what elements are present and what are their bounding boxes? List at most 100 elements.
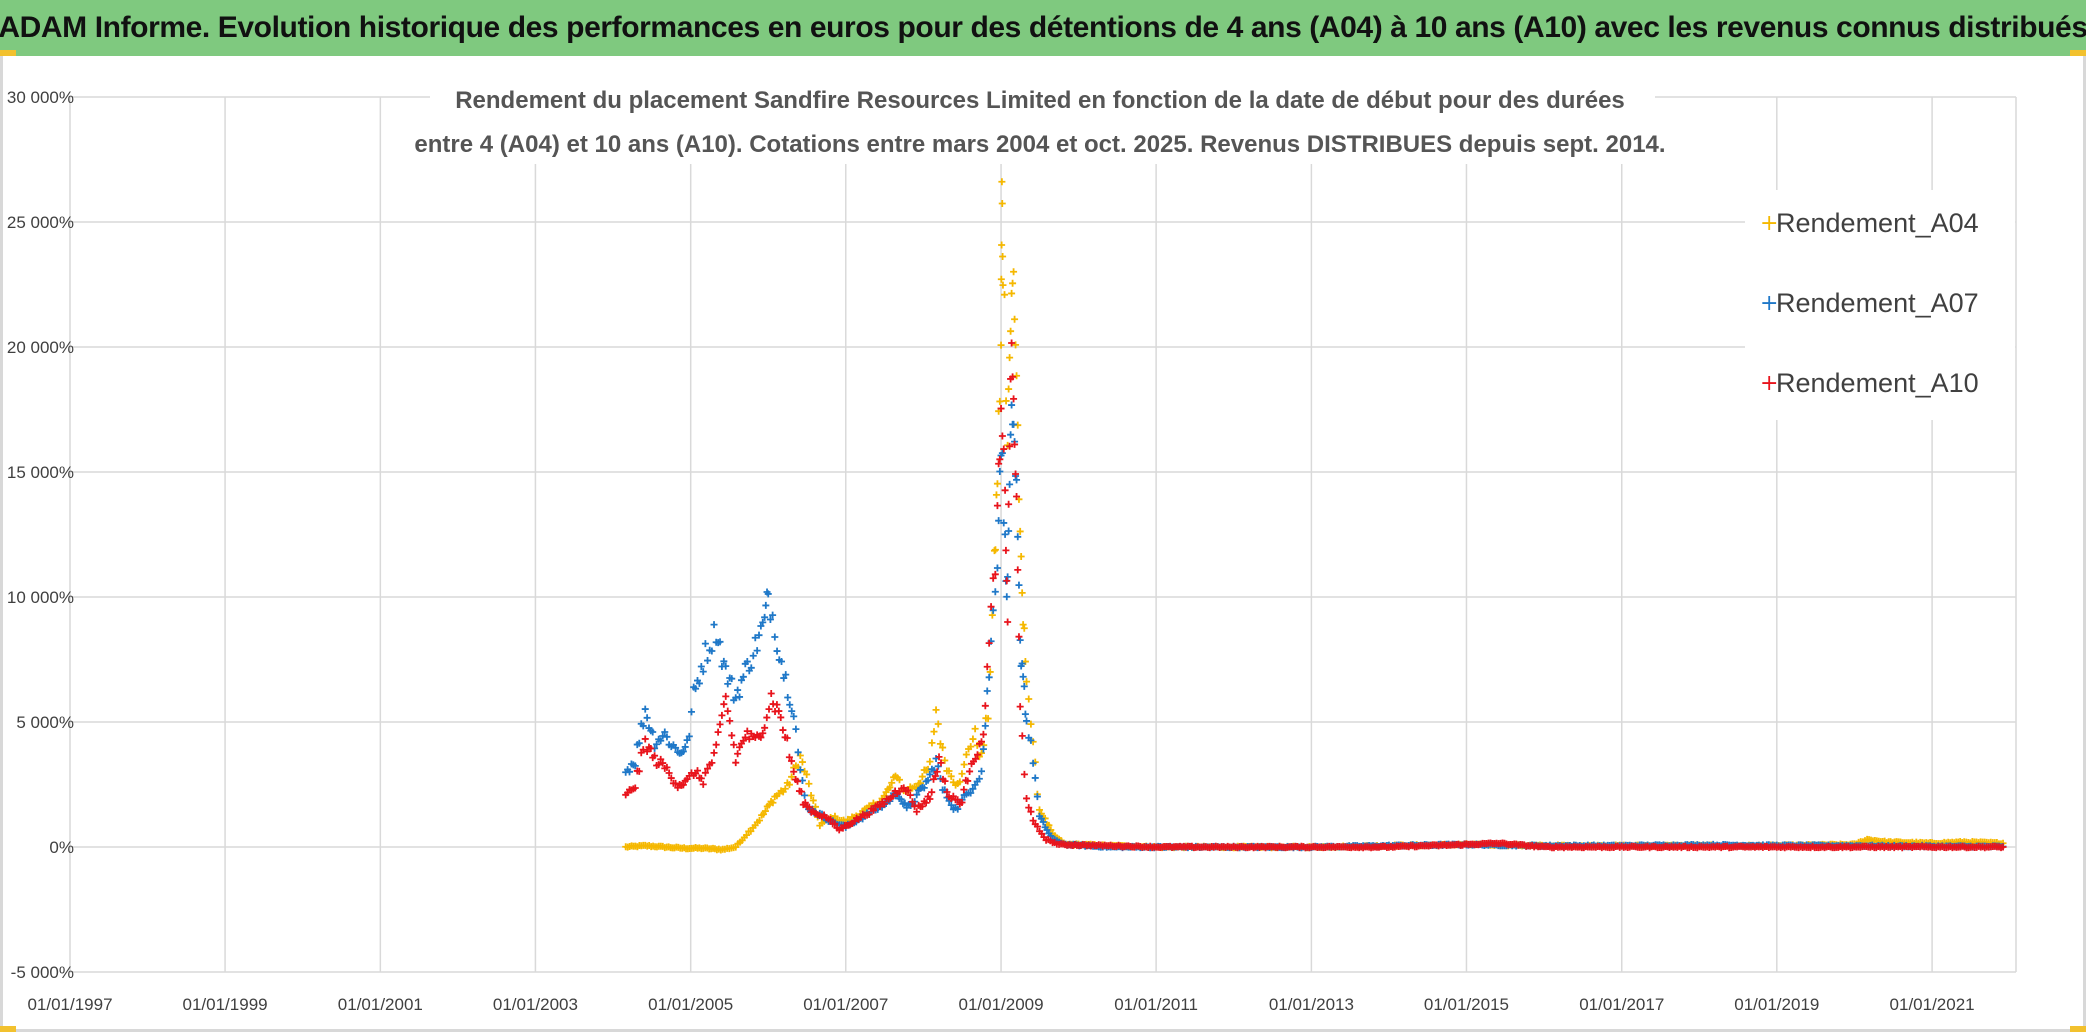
data-point bbox=[728, 675, 736, 683]
x-tick-label: 01/01/2011 bbox=[1114, 995, 1198, 1014]
data-point bbox=[1035, 806, 1043, 814]
data-point bbox=[695, 679, 703, 687]
data-point bbox=[1000, 519, 1008, 527]
data-point bbox=[779, 726, 787, 734]
x-tick-label: 01/01/1999 bbox=[183, 995, 268, 1014]
x-tick-label: 01/01/2017 bbox=[1579, 995, 1664, 1014]
data-point bbox=[665, 769, 673, 777]
data-point bbox=[996, 397, 1004, 405]
data-point bbox=[767, 689, 775, 697]
data-point bbox=[661, 728, 669, 736]
y-tick-label: 30 000% bbox=[7, 88, 74, 107]
data-point bbox=[805, 780, 813, 788]
legend-item-a10: + Rendement_A10 bbox=[1760, 368, 1979, 398]
data-point bbox=[999, 281, 1007, 289]
legend-marker-a04: + bbox=[1760, 211, 1778, 236]
y-tick-label: 5 000% bbox=[16, 713, 74, 732]
data-point bbox=[765, 705, 773, 713]
corner-accent bbox=[0, 50, 16, 56]
data-point bbox=[722, 692, 730, 700]
data-point bbox=[901, 799, 909, 807]
data-point bbox=[626, 768, 634, 776]
data-point bbox=[718, 711, 726, 719]
y-tick-label: -5 000% bbox=[11, 963, 74, 982]
data-point bbox=[926, 795, 934, 803]
data-point bbox=[730, 741, 738, 749]
data-point bbox=[701, 769, 709, 777]
data-point bbox=[1019, 673, 1027, 681]
data-point bbox=[1004, 618, 1012, 626]
corner-accent bbox=[2070, 50, 2086, 56]
chart-title-background bbox=[430, 82, 1655, 164]
data-point bbox=[790, 768, 798, 776]
data-point bbox=[1010, 395, 1018, 403]
legend-label-a10: Rendement_A10 bbox=[1776, 368, 1979, 398]
data-point bbox=[1006, 354, 1014, 362]
data-point bbox=[896, 776, 904, 784]
data-point bbox=[777, 713, 785, 721]
data-point bbox=[995, 517, 1003, 525]
data-point bbox=[687, 708, 695, 716]
data-point bbox=[926, 770, 934, 778]
data-point bbox=[928, 788, 936, 796]
data-point bbox=[966, 767, 974, 775]
data-point bbox=[991, 588, 999, 596]
data-point bbox=[1019, 621, 1027, 629]
data-point bbox=[769, 611, 777, 619]
data-point bbox=[809, 796, 817, 804]
data-point bbox=[736, 693, 744, 701]
data-point bbox=[635, 739, 643, 747]
data-point bbox=[714, 728, 722, 736]
data-point bbox=[792, 725, 800, 733]
data-point bbox=[989, 574, 997, 582]
data-point bbox=[1008, 339, 1016, 347]
data-point bbox=[971, 725, 979, 733]
data-point bbox=[983, 663, 991, 671]
data-point bbox=[708, 759, 716, 767]
data-point bbox=[926, 758, 934, 766]
data-point bbox=[1020, 682, 1028, 690]
data-point bbox=[1005, 527, 1013, 535]
data-point bbox=[631, 784, 639, 792]
data-point bbox=[798, 758, 806, 766]
data-point bbox=[1006, 480, 1014, 488]
data-point bbox=[933, 768, 941, 776]
data-point bbox=[985, 639, 993, 647]
x-tick-label: 01/01/2007 bbox=[803, 995, 888, 1014]
data-point bbox=[751, 634, 759, 642]
data-point bbox=[710, 621, 718, 629]
data-point bbox=[796, 766, 804, 774]
data-point bbox=[631, 762, 639, 770]
chart-title-line-2: entre 4 (A04) et 10 ans (A10). Cotations… bbox=[414, 131, 1665, 158]
data-point bbox=[939, 744, 947, 752]
data-point bbox=[697, 663, 705, 671]
data-point bbox=[693, 767, 701, 775]
data-point bbox=[1018, 589, 1026, 597]
data-point bbox=[831, 820, 839, 828]
y-tick-label: 10 000% bbox=[7, 588, 74, 607]
data-point bbox=[979, 730, 987, 738]
corner-accent bbox=[0, 1026, 16, 1032]
data-point bbox=[931, 772, 939, 780]
data-point bbox=[978, 767, 986, 775]
data-point bbox=[685, 732, 693, 740]
data-point bbox=[720, 657, 728, 665]
data-point bbox=[743, 658, 751, 666]
data-point bbox=[1017, 552, 1025, 560]
data-point bbox=[1009, 279, 1017, 287]
data-point bbox=[643, 748, 651, 756]
data-point bbox=[741, 733, 749, 741]
data-point bbox=[987, 603, 995, 611]
data-point bbox=[974, 751, 982, 759]
data-point bbox=[1016, 527, 1024, 535]
data-point bbox=[991, 570, 999, 578]
data-point bbox=[653, 740, 661, 748]
data-point bbox=[1009, 373, 1017, 381]
data-point bbox=[785, 753, 793, 761]
data-point bbox=[1014, 533, 1022, 541]
data-point bbox=[769, 799, 777, 807]
data-point bbox=[995, 460, 1003, 468]
data-point bbox=[958, 798, 966, 806]
data-point bbox=[704, 657, 712, 665]
